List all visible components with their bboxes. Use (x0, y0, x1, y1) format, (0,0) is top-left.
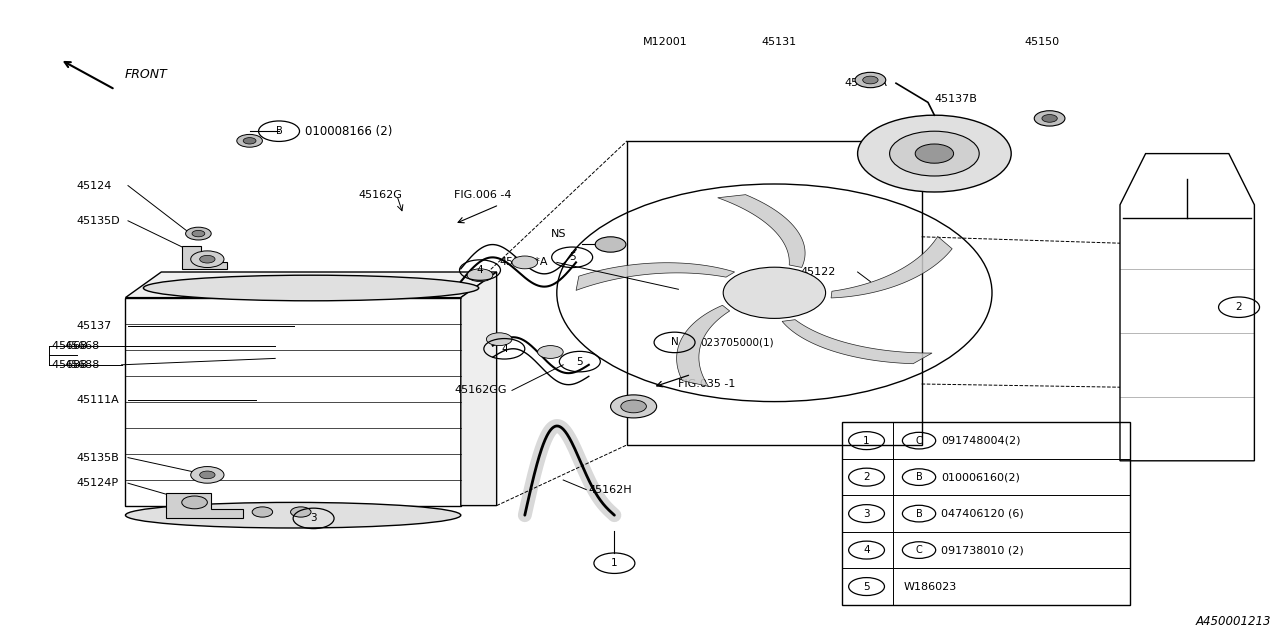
Ellipse shape (143, 275, 479, 301)
Circle shape (890, 131, 979, 176)
Circle shape (855, 72, 886, 88)
Text: 091738010 (2): 091738010 (2) (941, 545, 1024, 555)
Circle shape (186, 227, 211, 240)
Text: 023705000(1): 023705000(1) (700, 337, 774, 348)
Text: 45150: 45150 (1024, 36, 1059, 47)
Text: 2: 2 (863, 472, 870, 482)
Circle shape (182, 496, 207, 509)
Polygon shape (677, 305, 730, 387)
Circle shape (252, 507, 273, 517)
Bar (842, 422, 1130, 605)
Text: 45162GG: 45162GG (454, 385, 507, 396)
Polygon shape (782, 319, 932, 364)
Text: 5: 5 (576, 356, 584, 367)
Circle shape (723, 268, 826, 319)
Circle shape (858, 115, 1011, 192)
Circle shape (237, 134, 262, 147)
Text: 45124: 45124 (77, 180, 113, 191)
Text: 45137B: 45137B (934, 94, 977, 104)
Circle shape (467, 269, 493, 282)
Circle shape (1034, 111, 1065, 126)
Text: 45131: 45131 (762, 36, 796, 47)
Circle shape (863, 76, 878, 84)
Text: 45137: 45137 (77, 321, 113, 332)
Circle shape (915, 144, 954, 163)
Polygon shape (166, 493, 243, 518)
Circle shape (191, 467, 224, 483)
Text: 047406120 (6): 047406120 (6) (941, 509, 1024, 518)
Polygon shape (461, 272, 497, 506)
Text: A450001213: A450001213 (1196, 616, 1271, 628)
Text: NS: NS (550, 228, 566, 239)
Text: 3: 3 (310, 513, 317, 524)
Polygon shape (831, 236, 952, 298)
Text: 45111A: 45111A (77, 395, 119, 405)
Text: 5: 5 (568, 252, 576, 262)
Text: B: B (275, 126, 283, 136)
Text: 45668: 45668 (64, 340, 100, 351)
Text: 2: 2 (1235, 302, 1243, 312)
Circle shape (595, 237, 626, 252)
Text: FIG.006 -4: FIG.006 -4 (454, 190, 512, 200)
Text: B: B (915, 509, 923, 518)
Text: B: B (915, 472, 923, 482)
Text: -45688: -45688 (49, 360, 88, 370)
Text: C: C (915, 436, 923, 445)
Circle shape (191, 251, 224, 268)
Polygon shape (718, 195, 805, 268)
Text: 4: 4 (500, 344, 508, 354)
Text: 1: 1 (863, 436, 870, 445)
Text: M12001: M12001 (643, 36, 687, 47)
Polygon shape (182, 246, 227, 269)
Text: 010008166 (2): 010008166 (2) (305, 125, 392, 138)
Text: 1: 1 (611, 558, 618, 568)
Text: FRONT: FRONT (124, 68, 166, 81)
Text: N: N (671, 337, 678, 348)
Text: 45135D: 45135D (77, 216, 120, 226)
Text: 45135B: 45135B (77, 452, 119, 463)
Text: 45124P: 45124P (77, 478, 119, 488)
Text: 45121*A: 45121*A (499, 257, 548, 268)
Circle shape (621, 400, 646, 413)
Text: 3: 3 (863, 509, 870, 518)
Text: 5: 5 (863, 582, 870, 591)
Text: FIG.035 -1: FIG.035 -1 (678, 379, 736, 389)
Text: 45162G: 45162G (358, 190, 402, 200)
Circle shape (200, 471, 215, 479)
Circle shape (1042, 115, 1057, 122)
Circle shape (486, 333, 512, 346)
Ellipse shape (125, 502, 461, 528)
Circle shape (512, 256, 538, 269)
Circle shape (200, 255, 215, 263)
Polygon shape (125, 272, 497, 298)
Circle shape (243, 138, 256, 144)
Circle shape (291, 507, 311, 517)
Text: C: C (915, 545, 923, 555)
Text: 010006160(2): 010006160(2) (941, 472, 1020, 482)
Text: 45122: 45122 (800, 267, 836, 277)
Circle shape (192, 230, 205, 237)
Text: 45162A: 45162A (845, 78, 887, 88)
Text: 45162H: 45162H (589, 484, 632, 495)
Text: 4: 4 (476, 265, 484, 275)
Text: 45688: 45688 (64, 360, 100, 370)
Polygon shape (576, 263, 735, 291)
Text: -45668: -45668 (49, 340, 88, 351)
Text: W186023: W186023 (904, 582, 957, 591)
Text: 4: 4 (863, 545, 870, 555)
Circle shape (611, 395, 657, 418)
Text: 091748004(2): 091748004(2) (941, 436, 1020, 445)
Circle shape (538, 346, 563, 358)
